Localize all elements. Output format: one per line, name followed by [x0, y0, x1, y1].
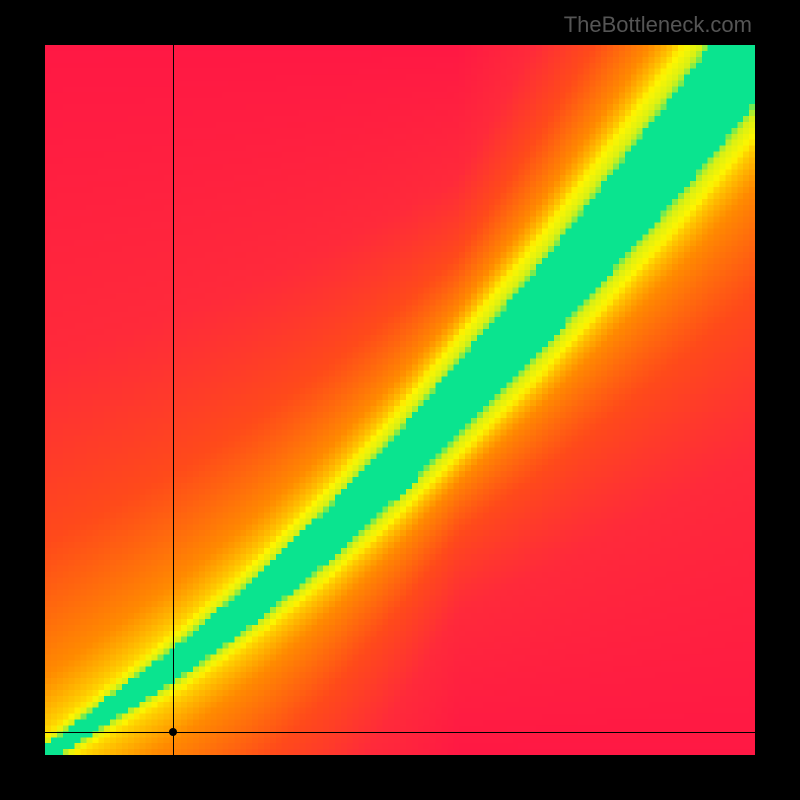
watermark: TheBottleneck.com — [564, 12, 752, 38]
marker-point — [169, 728, 177, 736]
crosshair-horizontal — [45, 732, 755, 733]
heatmap-plot — [45, 45, 755, 755]
crosshair-vertical — [173, 45, 174, 755]
heatmap-canvas — [45, 45, 755, 755]
